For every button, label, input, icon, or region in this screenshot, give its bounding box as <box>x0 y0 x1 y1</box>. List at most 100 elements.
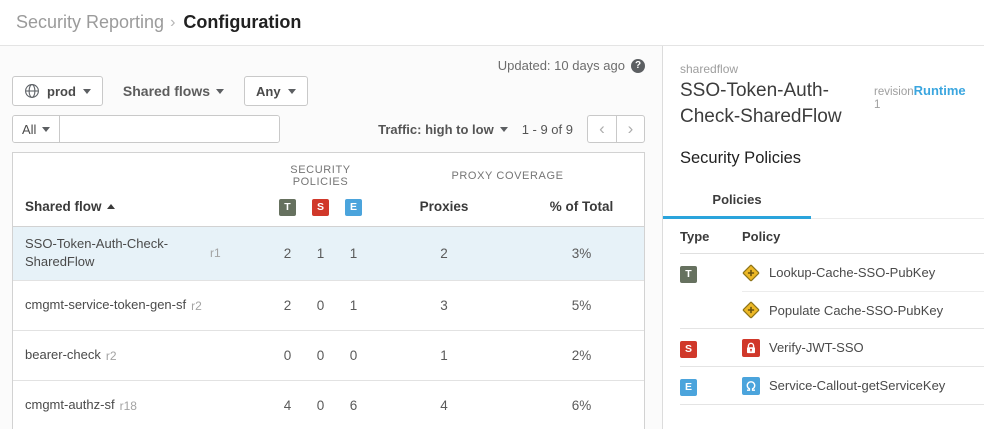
revision-block: revision Runtime 1 <box>874 78 970 129</box>
scope-dropdown[interactable]: Shared flows <box>122 83 225 99</box>
filter-row: prod Shared flows Any <box>12 76 645 106</box>
runtime-link[interactable]: Runtime <box>913 83 966 98</box>
environment-dropdown[interactable]: prod <box>12 76 103 106</box>
chevron-down-icon <box>499 126 508 132</box>
traffic-badge-header: T <box>271 197 304 216</box>
flow-revision: r2 <box>191 298 202 313</box>
search-input[interactable] <box>60 116 279 142</box>
service-callout-icon <box>742 376 760 395</box>
any-filter-label: Any <box>256 83 281 99</box>
next-page-button[interactable]: › <box>616 115 645 143</box>
proxies-count: 1 <box>440 348 448 364</box>
revision-label: revision <box>874 86 914 98</box>
search-scope-dropdown[interactable]: All <box>13 116 61 142</box>
detail-title-row: SSO-Token-Auth-Check-SharedFlow revision… <box>680 78 970 129</box>
policy-type-cell: T <box>680 254 742 328</box>
extension-count: 1 <box>349 298 358 314</box>
pagination-count: 1 - 9 of 9 <box>521 121 573 137</box>
chevron-down-icon <box>216 88 225 94</box>
policy-row: Service-Callout-getServiceKey <box>742 367 984 404</box>
flow-name: SSO-Token-Auth-Check-SharedFlow <box>25 235 169 270</box>
pager: ‹ › <box>587 115 645 143</box>
extension-count: 6 <box>349 398 358 414</box>
help-icon[interactable]: ? <box>631 58 645 73</box>
type-column-header: Type <box>680 229 710 245</box>
security-policies-group-label: SECURITY POLICIES <box>290 164 351 188</box>
flow-revision: r2 <box>105 348 117 363</box>
flow-detail-pane: sharedflow SSO-Token-Auth-Check-SharedFl… <box>663 46 984 429</box>
breadcrumb-parent[interactable]: Security Reporting <box>16 12 165 32</box>
tab-policies[interactable]: Policies <box>663 184 811 220</box>
pct-of-total: 6% <box>571 398 592 414</box>
security-badge-header: S <box>304 197 337 216</box>
traffic-count: 2 <box>283 245 292 261</box>
lock-icon <box>742 338 760 357</box>
policy-name: Populate Cache-SSO-PubKey <box>769 302 944 318</box>
table-row[interactable]: cmgmt-authz-sf r18 4 0 6 4 6% <box>13 381 644 429</box>
extension-policy-badge: E <box>680 378 697 396</box>
scope-dropdown-label: Shared flows <box>122 83 211 99</box>
cache-icon <box>742 301 760 319</box>
content: Updated: 10 days ago ? prod Shared flows <box>0 46 984 429</box>
policy-row: Verify-JWT-SSO <box>742 329 984 366</box>
traffic-count: 0 <box>283 348 292 364</box>
shared-flow-column-header[interactable]: Shared flow <box>13 199 271 214</box>
search-scope-label: All <box>22 121 37 137</box>
pct-of-total: 3% <box>571 245 592 261</box>
chevron-down-icon <box>82 88 91 94</box>
traffic-policy-badge: T <box>279 198 296 216</box>
updated-label: Updated: 10 days ago <box>497 58 625 73</box>
table-row[interactable]: cmgmt-service-token-gen-sf r2 2 0 1 3 5% <box>13 281 644 332</box>
search-group: All <box>12 115 280 143</box>
globe-icon <box>24 83 40 99</box>
cache-icon <box>742 264 760 282</box>
policy-group-extension: E Service-Callout-getServiceKey <box>680 367 984 406</box>
extension-badge-header: E <box>337 197 370 216</box>
policy-type-cell: E <box>680 367 742 404</box>
pct-total-column-header: % of Total <box>549 198 614 214</box>
environment-dropdown-label: prod <box>47 83 76 99</box>
extension-policy-badge: E <box>345 198 362 216</box>
traffic-sort-label: Traffic: high to low <box>378 121 494 137</box>
traffic-count: 4 <box>283 398 292 414</box>
detail-title: SSO-Token-Auth-Check-SharedFlow <box>680 80 842 127</box>
any-filter-dropdown[interactable]: Any <box>244 76 308 106</box>
flow-name: bearer-check <box>25 347 101 363</box>
extension-count: 0 <box>349 348 358 364</box>
pct-of-total: 2% <box>571 348 592 364</box>
detail-tabs: Policies <box>663 184 984 220</box>
policy-type-cell: S <box>680 329 742 366</box>
flow-name: cmgmt-service-token-gen-sf <box>25 297 187 313</box>
policy-column-header: Policy <box>742 229 781 245</box>
shared-flow-column-label: Shared flow <box>25 198 102 214</box>
traffic-sort-dropdown[interactable]: Traffic: high to low <box>378 122 508 137</box>
updated-row: Updated: 10 days ago ? <box>12 58 645 73</box>
table-column-header: Shared flow T S E Proxies % of Total <box>13 188 644 227</box>
table-row[interactable]: bearer-check r2 0 0 0 1 2% <box>13 331 644 382</box>
flow-revision: r1 <box>210 246 221 261</box>
proxies-count: 3 <box>440 298 448 314</box>
breadcrumb: Security Reporting › Configuration <box>0 0 984 46</box>
policy-group-security: S Verify-JWT-SSO <box>680 329 984 368</box>
sort-ascending-icon <box>106 203 115 209</box>
proxies-count: 4 <box>440 398 448 414</box>
chevron-down-icon <box>42 126 51 132</box>
table-row[interactable]: SSO-Token-Auth-Check-SharedFlow r1 2 1 1… <box>13 226 644 282</box>
chevron-down-icon <box>287 88 296 94</box>
table-group-header: SECURITY POLICIES PROXY COVERAGE <box>13 153 644 188</box>
traffic-policy-badge: T <box>680 265 697 283</box>
proxies-count: 2 <box>440 245 448 261</box>
extension-count: 1 <box>349 245 358 261</box>
policy-row: Lookup-Cache-SSO-PubKey <box>742 254 984 291</box>
security-count: 0 <box>316 298 325 314</box>
policy-name: Lookup-Cache-SSO-PubKey <box>769 265 936 281</box>
security-policy-badge: S <box>312 198 329 216</box>
policies-table: Type Policy T Loo <box>680 219 984 406</box>
section-title: Security Policies <box>680 149 802 168</box>
policy-name: Verify-JWT-SSO <box>769 340 864 356</box>
sort-pagination: Traffic: high to low 1 - 9 of 9 ‹ › <box>378 115 645 143</box>
proxy-coverage-group-label: PROXY COVERAGE <box>451 170 564 182</box>
breadcrumb-separator-icon: › <box>170 13 176 31</box>
prev-page-button[interactable]: ‹ <box>587 115 616 143</box>
